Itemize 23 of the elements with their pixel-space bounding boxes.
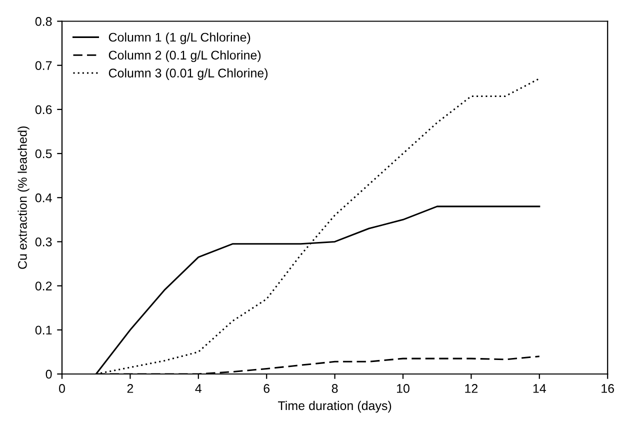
y-tick-label: 0.5 bbox=[35, 149, 52, 158]
x-tick-label: 12 bbox=[465, 384, 478, 393]
x-tick-label: 10 bbox=[397, 384, 410, 393]
x-axis-title: Time duration (days) bbox=[278, 400, 392, 413]
x-tick-label: 16 bbox=[602, 384, 614, 393]
y-tick-label: 0.6 bbox=[35, 105, 52, 114]
legend-label: Column 1 (1 g/L Chlorine) bbox=[108, 32, 250, 44]
y-tick-label: 0.7 bbox=[35, 61, 52, 70]
y-axis-title: Cu extraction (% leached) bbox=[18, 126, 30, 269]
x-tick-label: 6 bbox=[264, 384, 270, 393]
y-tick-label: 0.1 bbox=[35, 326, 52, 335]
x-tick-label: 14 bbox=[533, 384, 546, 393]
y-tick-label: 0.8 bbox=[35, 17, 52, 26]
legend-label: Column 3 (0.01 g/L Chlorine) bbox=[108, 68, 268, 80]
y-tick-label: 0 bbox=[46, 370, 52, 379]
legend-label: Column 2 (0.1 g/L Chlorine) bbox=[108, 50, 261, 62]
y-tick-label: 0.3 bbox=[35, 238, 52, 246]
x-tick-label: 8 bbox=[332, 384, 338, 393]
x-tick-label: 2 bbox=[127, 384, 134, 393]
y-tick-label: 0.2 bbox=[35, 282, 52, 290]
x-tick-label: 4 bbox=[195, 384, 202, 393]
x-tick-label: 0 bbox=[59, 384, 65, 393]
y-tick-label: 0.4 bbox=[35, 193, 52, 202]
